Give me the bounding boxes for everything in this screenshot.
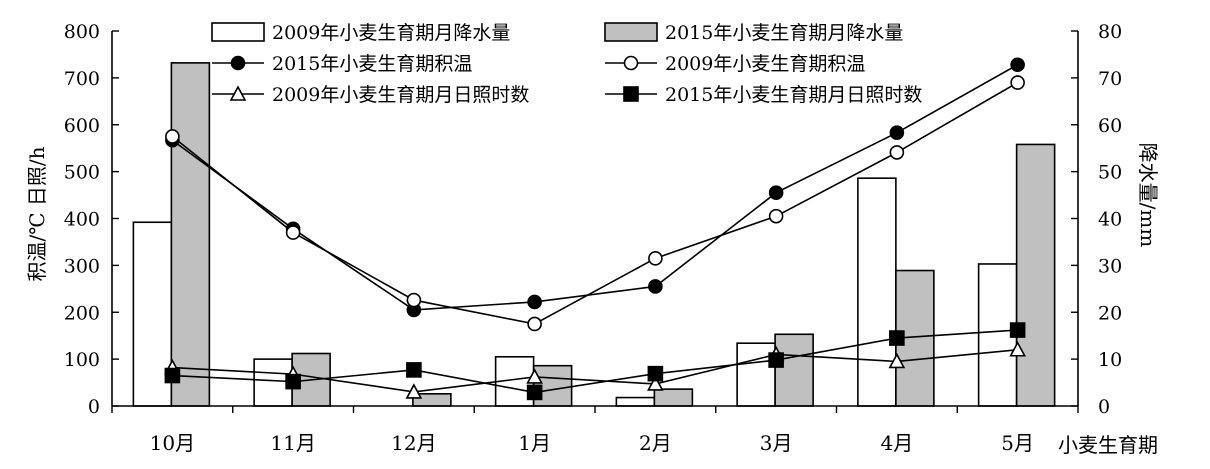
right-tick-label: 30 <box>1098 255 1122 277</box>
left-tick-label: 400 <box>64 209 100 231</box>
point-2015-sunshine-5 <box>768 352 784 368</box>
right-tick-label: 40 <box>1098 209 1122 231</box>
point-2009-sunshine-3 <box>526 368 543 384</box>
axes-layer: 0 100 200 300 400 500 600 700 800 0 10 20 30 40 50 60 70… <box>25 21 1160 457</box>
legend-2009-precip-label: 2009年小麦生育期月降水量 <box>272 22 510 44</box>
bar-2009-precip-4 <box>615 396 656 407</box>
point-2015-accum-temp-3 <box>527 294 542 310</box>
legend-2015-accum-temp: 2015年小麦生育期积温 <box>212 53 472 75</box>
left-tick-label: 300 <box>64 255 100 277</box>
left-tick-label: 800 <box>64 21 100 43</box>
legend-2009-accum-temp-label: 2009年小麦生育期积温 <box>665 53 865 75</box>
series-line-2009-sunshine <box>172 348 1018 393</box>
point-2009-accum-temp-5 <box>768 208 784 224</box>
legend-2009-accum-temp-marker <box>623 55 639 71</box>
point-2015-sunshine-3 <box>526 384 543 401</box>
bar-2009-precip-6 <box>857 177 897 407</box>
right-tick-label: 70 <box>1098 68 1122 90</box>
bar-2015-precip-5 <box>774 333 814 407</box>
point-2015-accum-temp-7 <box>1010 57 1025 73</box>
x-axis-title: 小麦生育期 <box>1058 433 1158 457</box>
point-2015-accum-temp-4 <box>648 279 663 294</box>
right-axis-title: 降水量/mm <box>1136 143 1160 248</box>
bar-2015-precip-0 <box>170 62 211 407</box>
bars-layer <box>132 62 1056 407</box>
left-tick-label: 700 <box>64 68 100 90</box>
legend-2015-accum-temp-marker <box>230 55 246 71</box>
point-2009-sunshine-2 <box>405 383 423 399</box>
legend-2009-sunshine-marker <box>229 85 247 101</box>
x-category-label: 12月 <box>391 431 436 455</box>
x-category-label: 2月 <box>639 431 672 455</box>
left-tick-label: 0 <box>88 396 100 418</box>
legend-2015-precip-label: 2015年小麦生育期月降水量 <box>665 22 903 44</box>
bar-2009-precip-0 <box>132 221 173 407</box>
right-tick-label: 10 <box>1098 349 1122 371</box>
point-2009-sunshine-6 <box>888 352 906 369</box>
right-tick-label: 80 <box>1098 21 1122 43</box>
legend: 2009年小麦生育期月降水量 2015年小麦生育期月降水量 2015年小麦生育期积温… <box>211 22 922 106</box>
left-tick-label: 600 <box>64 115 100 137</box>
bar-2015-precip-4 <box>653 388 694 407</box>
left-tick-label: 200 <box>64 302 100 324</box>
bar-2015-precip-7 <box>1015 143 1056 407</box>
x-category-label: 3月 <box>760 431 793 455</box>
series-line-2009-accum-temp <box>171 81 1019 325</box>
lines-layer <box>164 57 1026 401</box>
point-2009-accum-temp-6 <box>889 145 905 160</box>
right-tick-label: 60 <box>1098 115 1122 137</box>
point-2009-accum-temp-4 <box>648 251 663 266</box>
point-2009-sunshine-7 <box>1009 341 1026 357</box>
point-2009-accum-temp-1 <box>285 225 301 240</box>
point-2015-sunshine-6 <box>889 330 905 346</box>
point-2015-accum-temp-6 <box>889 125 905 141</box>
right-tick-label: 20 <box>1098 302 1122 324</box>
x-category-label: 5月 <box>1001 431 1034 455</box>
legend-2015-precip-swatch <box>604 22 658 42</box>
point-2009-accum-temp-0 <box>165 129 180 144</box>
legend-2015-precip: 2015年小麦生育期月降水量 <box>604 22 903 44</box>
point-2015-sunshine-2 <box>406 362 422 378</box>
point-2009-accum-temp-3 <box>527 316 542 332</box>
point-2009-accum-temp-7 <box>1010 75 1025 90</box>
legend-2015-sunshine: 2015年小麦生育期月日照时数 <box>605 84 922 106</box>
point-2015-sunshine-4 <box>647 365 664 382</box>
legend-2015-accum-temp-label: 2015年小麦生育期积温 <box>272 53 472 75</box>
right-tick-label: 0 <box>1098 396 1110 418</box>
legend-2015-sunshine-marker <box>623 86 639 102</box>
point-2009-accum-temp-2 <box>406 292 422 308</box>
x-category-label: 4月 <box>881 431 914 455</box>
x-category-label: 10月 <box>150 431 195 455</box>
x-category-label: 1月 <box>518 431 551 455</box>
legend-2015-sunshine-label: 2015年小麦生育期月日照时数 <box>665 84 922 106</box>
point-2015-sunshine-0 <box>164 367 181 384</box>
point-2015-sunshine-7 <box>1009 322 1026 338</box>
point-2015-accum-temp-5 <box>768 185 784 201</box>
legend-2009-precip: 2009年小麦生育期月降水量 <box>211 22 510 44</box>
legend-2009-sunshine-label: 2009年小麦生育期月日照时数 <box>272 84 529 106</box>
series-line-2015-accum-temp <box>171 64 1019 311</box>
series-line-2015-sunshine <box>172 329 1018 394</box>
x-category-label: 11月 <box>270 431 315 455</box>
left-tick-label: 100 <box>64 349 100 371</box>
legend-2009-sunshine: 2009年小麦生育期月日照时数 <box>212 84 529 106</box>
left-axis-title: 积温/℃ 日照/h <box>25 146 49 281</box>
right-tick-label: 50 <box>1098 162 1122 184</box>
legend-2009-precip-swatch <box>211 22 265 42</box>
legend-2009-accum-temp: 2009年小麦生育期积温 <box>605 53 865 75</box>
point-2015-sunshine-1 <box>285 373 301 390</box>
point-2009-sunshine-4 <box>647 375 664 391</box>
left-tick-label: 500 <box>64 162 100 184</box>
